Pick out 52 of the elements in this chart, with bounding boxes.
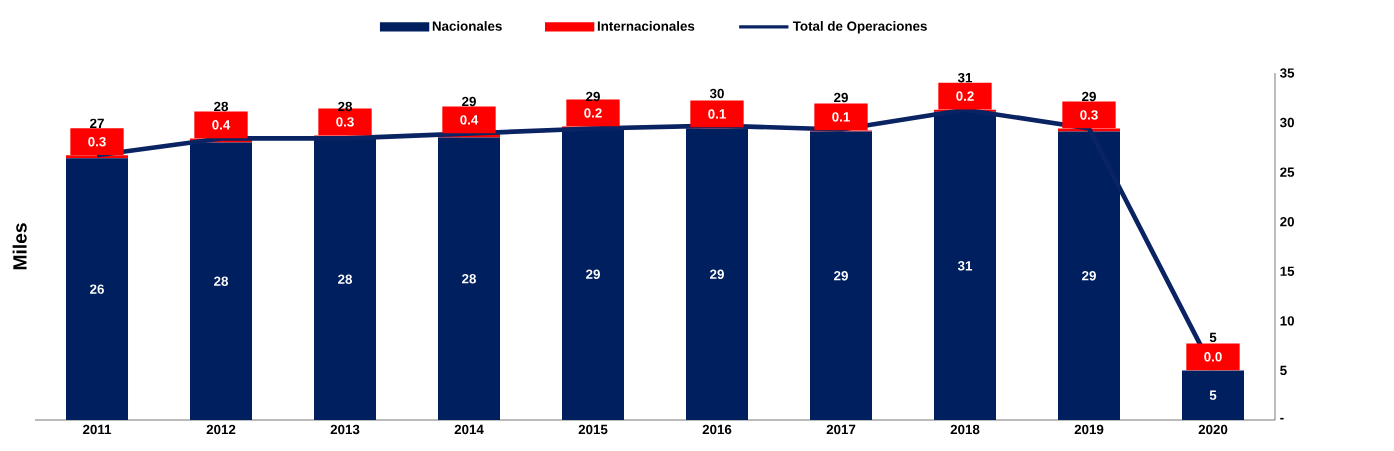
data-label: 26 — [90, 284, 104, 294]
data-label: 28 — [214, 276, 229, 286]
data-label: 31 — [957, 72, 973, 83]
legend-label: Internacionales — [597, 21, 695, 31]
data-label: 28 — [338, 101, 353, 112]
y-tick-label: 30 — [1280, 117, 1295, 128]
x-tick-label: 2011 — [83, 424, 112, 435]
data-label: 28 — [214, 101, 229, 112]
y-tick-label: 5 — [1280, 365, 1287, 376]
data-label: 0.3 — [1080, 110, 1098, 120]
data-label: 0.4 — [460, 115, 479, 125]
y-tick-label: 15 — [1280, 266, 1295, 276]
data-label: 0.2 — [584, 108, 602, 118]
data-label: 29 — [1082, 91, 1096, 102]
data-label: 0.3 — [336, 117, 354, 127]
data-label: 27 — [90, 118, 104, 128]
data-label: 28 — [462, 274, 477, 284]
data-label: 31 — [957, 261, 973, 271]
data-label: 0.4 — [212, 120, 231, 130]
x-tick-label: 2016 — [702, 424, 732, 435]
data-label: 0.1 — [832, 112, 850, 122]
data-label: 29 — [710, 269, 724, 279]
x-tick-label: 2014 — [454, 424, 484, 435]
y-tick-label: - — [1280, 417, 1284, 420]
x-tick-label: 2019 — [1074, 424, 1104, 435]
data-label: 0.0 — [1204, 352, 1222, 362]
data-label: 0.1 — [708, 109, 726, 119]
y-tick-label: 10 — [1280, 316, 1295, 326]
legend-label: Nacionales — [432, 21, 502, 31]
x-tick-label: 2018 — [950, 424, 980, 435]
data-label: 29 — [1082, 271, 1096, 281]
y-tick-label: 25 — [1280, 167, 1295, 177]
x-tick-label: 2012 — [206, 424, 236, 435]
y-axis-title: Miles — [12, 223, 27, 270]
data-label: 29 — [834, 92, 848, 103]
data-label: 30 — [709, 88, 724, 99]
y-tick-label: 35 — [1280, 68, 1295, 78]
x-tick-label: 2017 — [826, 424, 856, 435]
x-tick-label: 2020 — [1198, 424, 1228, 435]
data-label: 29 — [834, 271, 848, 281]
data-label: 0.3 — [88, 136, 106, 147]
data-label: 5 — [1209, 390, 1217, 400]
data-label: 29 — [586, 91, 600, 102]
data-label: 5 — [1209, 332, 1217, 343]
data-label: 29 — [462, 96, 476, 107]
y-tick-label: 20 — [1280, 217, 1295, 227]
data-label: 28 — [338, 274, 353, 284]
x-tick-label: 2015 — [578, 424, 608, 435]
x-tick-label: 2013 — [330, 424, 360, 435]
legend-label: Total de Operaciones — [792, 21, 927, 34]
data-label: 0.2 — [956, 91, 974, 101]
data-label: 29 — [586, 269, 600, 279]
